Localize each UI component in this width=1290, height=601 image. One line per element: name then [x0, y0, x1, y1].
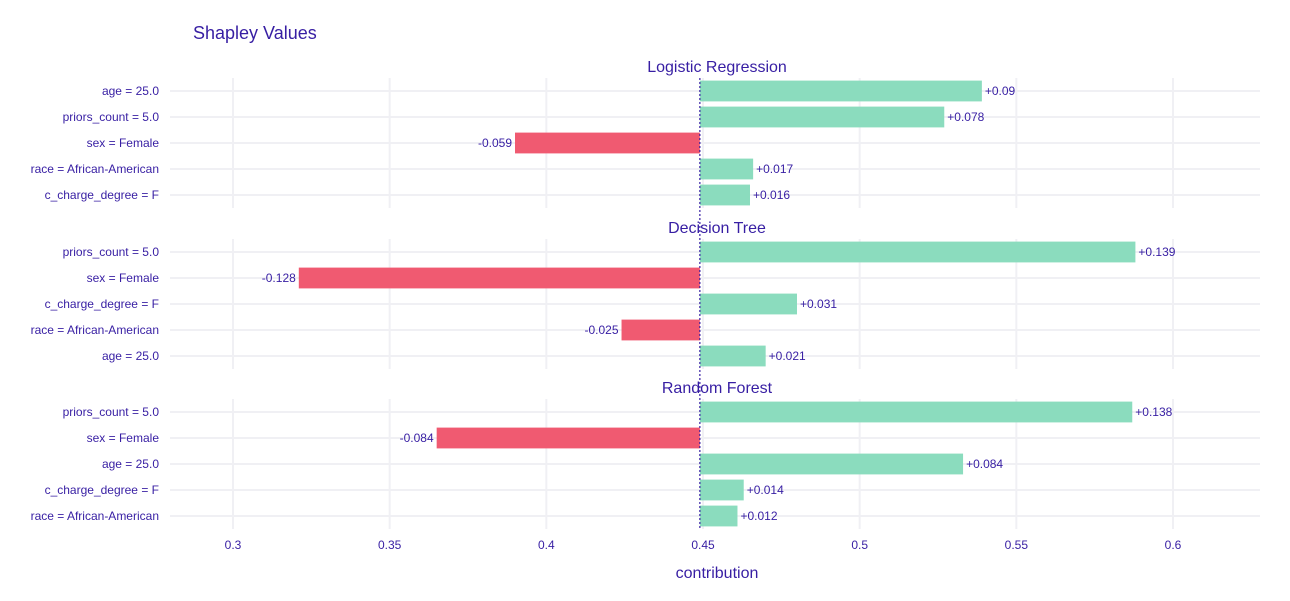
data-label: +0.021	[769, 349, 806, 363]
bar-layer	[298, 78, 1136, 529]
x-tick-label: 0.55	[1005, 538, 1029, 552]
bar	[699, 453, 964, 475]
x-tick-label: 0.6	[1165, 538, 1182, 552]
data-label: +0.012	[740, 509, 777, 523]
data-label: +0.09	[985, 84, 1016, 98]
bar	[699, 158, 754, 180]
x-tick-label: 0.45	[691, 538, 715, 552]
category-label: sex = Female	[87, 136, 160, 150]
category-label: race = African-American	[31, 162, 159, 176]
category-label: c_charge_degree = F	[45, 297, 159, 311]
category-label: age = 25.0	[102, 84, 159, 98]
category-label: priors_count = 5.0	[63, 405, 160, 419]
bar	[621, 319, 700, 341]
category-label: race = African-American	[31, 323, 159, 337]
chart-title: Shapley Values	[193, 23, 317, 43]
data-label: +0.016	[753, 188, 790, 202]
bar	[699, 479, 744, 501]
category-label: sex = Female	[87, 431, 160, 445]
data-label: -0.128	[262, 271, 296, 285]
bar	[699, 505, 738, 527]
data-label: -0.025	[585, 323, 619, 337]
panel-title: Logistic Regression	[647, 59, 787, 76]
category-label: age = 25.0	[102, 349, 159, 363]
bar	[298, 267, 700, 289]
x-tick-label: 0.3	[225, 538, 242, 552]
bar	[699, 80, 982, 102]
data-label: +0.078	[947, 110, 984, 124]
bar	[699, 401, 1133, 423]
x-tick-label: 0.4	[538, 538, 555, 552]
bar	[699, 345, 766, 367]
category-label: priors_count = 5.0	[63, 110, 160, 124]
label-layer: Logistic Regression age = 25.0 +0.09 priors…	[31, 59, 1182, 552]
data-label: +0.014	[747, 483, 784, 497]
category-label: age = 25.0	[102, 457, 159, 471]
category-label: priors_count = 5.0	[63, 245, 160, 259]
data-label: -0.059	[478, 136, 512, 150]
data-label: +0.139	[1138, 245, 1175, 259]
category-label: sex = Female	[87, 271, 160, 285]
bar	[515, 132, 700, 154]
data-label: +0.084	[966, 457, 1003, 471]
x-axis-title: contribution	[676, 565, 759, 582]
panel-title: Random Forest	[662, 380, 773, 397]
data-label: +0.138	[1135, 405, 1172, 419]
category-label: race = African-American	[31, 509, 159, 523]
x-tick-label: 0.5	[851, 538, 868, 552]
bar	[699, 184, 750, 206]
category-label: c_charge_degree = F	[45, 188, 159, 202]
data-label: +0.017	[756, 162, 793, 176]
x-tick-label: 0.35	[378, 538, 402, 552]
data-label: +0.031	[800, 297, 837, 311]
panel-title: Decision Tree	[668, 220, 766, 237]
bar	[436, 427, 700, 449]
category-label: c_charge_degree = F	[45, 483, 159, 497]
bar	[699, 241, 1136, 263]
data-label: -0.084	[400, 431, 434, 445]
bar	[699, 106, 945, 128]
bar	[699, 293, 797, 315]
